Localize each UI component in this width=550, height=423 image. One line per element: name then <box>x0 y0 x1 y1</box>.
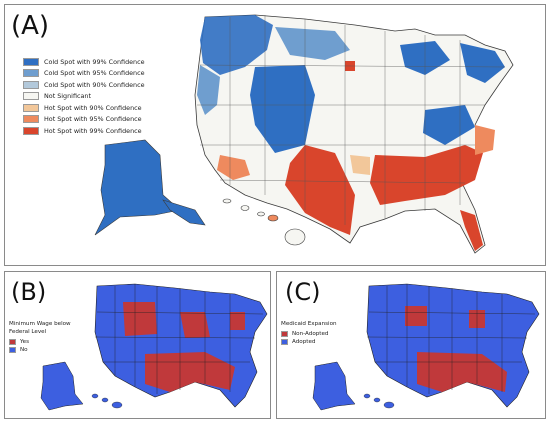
red-northeast <box>230 312 245 330</box>
legend-swatch <box>23 69 39 78</box>
red-midwest <box>180 312 210 338</box>
hotspot-legend: Cold Spot with 99% Confidence Cold Spot … <box>23 56 145 137</box>
legend-label: Adopted <box>292 339 316 345</box>
minimum-wage-map <box>40 283 268 411</box>
legend-swatch <box>23 103 39 112</box>
legend-label: Cold Spot with 99% Confidence <box>44 57 145 66</box>
us-mainland <box>94 283 268 408</box>
red-wyoming <box>405 306 427 326</box>
legend-swatch <box>9 347 16 353</box>
cold-spot-rockies <box>250 65 315 153</box>
red-mountain <box>123 302 157 336</box>
cold-spot-northeast <box>460 43 505 83</box>
legend-item-hot-95: Hot Spot with 95% Confidence <box>23 114 145 126</box>
legend-label: No <box>20 347 28 353</box>
hawaii <box>91 393 123 409</box>
legend-item-cold-95: Cold Spot with 95% Confidence <box>23 68 145 80</box>
legend-label: Hot Spot with 99% Confidence <box>44 126 142 135</box>
minimum-wage-legend: Minimum Wage below Federal Level Yes No <box>9 320 73 354</box>
legend-item-cold-99: Cold Spot with 99% Confidence <box>23 56 145 68</box>
legend-swatch <box>23 57 39 66</box>
cold-spot-northern-plains <box>275 27 350 60</box>
legend-label: Non-Adopted <box>292 331 329 337</box>
state-borders <box>197 15 506 225</box>
legend-label: Yes <box>20 339 30 345</box>
cold-spot-northwest <box>200 15 273 75</box>
hawaii <box>363 393 395 409</box>
legend-item-adopted: Adopted <box>281 338 337 346</box>
hot-spot-carolinas <box>475 125 495 155</box>
legend-label: Cold Spot with 90% Confidence <box>44 80 145 89</box>
state-borders <box>366 284 536 394</box>
state-borders <box>94 284 264 394</box>
legend-swatch <box>281 339 288 345</box>
legend-label: Hot Spot with 95% Confidence <box>44 115 142 124</box>
panel-b-label: (B) <box>11 278 47 306</box>
legend-label: Not Significant <box>44 92 91 101</box>
alaska <box>312 361 356 411</box>
hot-spot-misc-90 <box>350 155 370 175</box>
legend-swatch <box>23 126 39 135</box>
legend-item-non-adopted: Non-Adopted <box>281 330 337 338</box>
legend-title: Minimum Wage below Federal Level <box>9 321 71 335</box>
legend-label: Hot Spot with 90% Confidence <box>44 103 142 112</box>
legend-label: Cold Spot with 95% Confidence <box>44 69 145 78</box>
cold-spot-pacific <box>197 65 220 115</box>
alaska-panhandle <box>162 199 206 226</box>
medicaid-map <box>312 283 540 411</box>
hot-spot-florida <box>460 210 483 251</box>
hot-spot-texas <box>285 145 355 235</box>
hotspot-map <box>94 14 514 254</box>
cold-spot-appalachia <box>423 105 475 145</box>
legend-swatch <box>281 331 288 337</box>
hot-spot-southwest <box>217 155 250 180</box>
legend-item-no: No <box>9 346 73 354</box>
legend-item-yes: Yes <box>9 338 73 346</box>
legend-title: Medicaid Expansion <box>281 321 337 327</box>
medicaid-map-panel: (C) Medicaid Expansion Non-Adopted Adopt… <box>276 271 546 419</box>
legend-item-hot-90: Hot Spot with 90% Confidence <box>23 102 145 114</box>
legend-swatch <box>9 339 16 345</box>
legend-item-hot-99: Hot Spot with 99% Confidence <box>23 125 145 137</box>
legend-swatch <box>23 80 39 89</box>
legend-swatch <box>23 115 39 124</box>
legend-item-cold-90: Cold Spot with 90% Confidence <box>23 79 145 91</box>
alaska <box>40 361 84 411</box>
minimum-wage-map-panel: (B) Minimum Wage below Federal Level Yes… <box>4 271 271 419</box>
panel-a-label: (A) <box>11 11 50 41</box>
hotspot-map-panel: (A) Cold Spot with 99% Confidence Cold S… <box>4 4 546 266</box>
us-mainland <box>366 283 540 408</box>
alaska <box>94 139 181 236</box>
legend-swatch <box>23 92 39 101</box>
hot-spot-southeast <box>370 145 483 205</box>
panel-c-label: (C) <box>285 278 321 306</box>
legend-item-not-significant: Not Significant <box>23 91 145 103</box>
medicaid-legend: Medicaid Expansion Non-Adopted Adopted <box>281 320 337 346</box>
hawaii <box>222 198 306 246</box>
